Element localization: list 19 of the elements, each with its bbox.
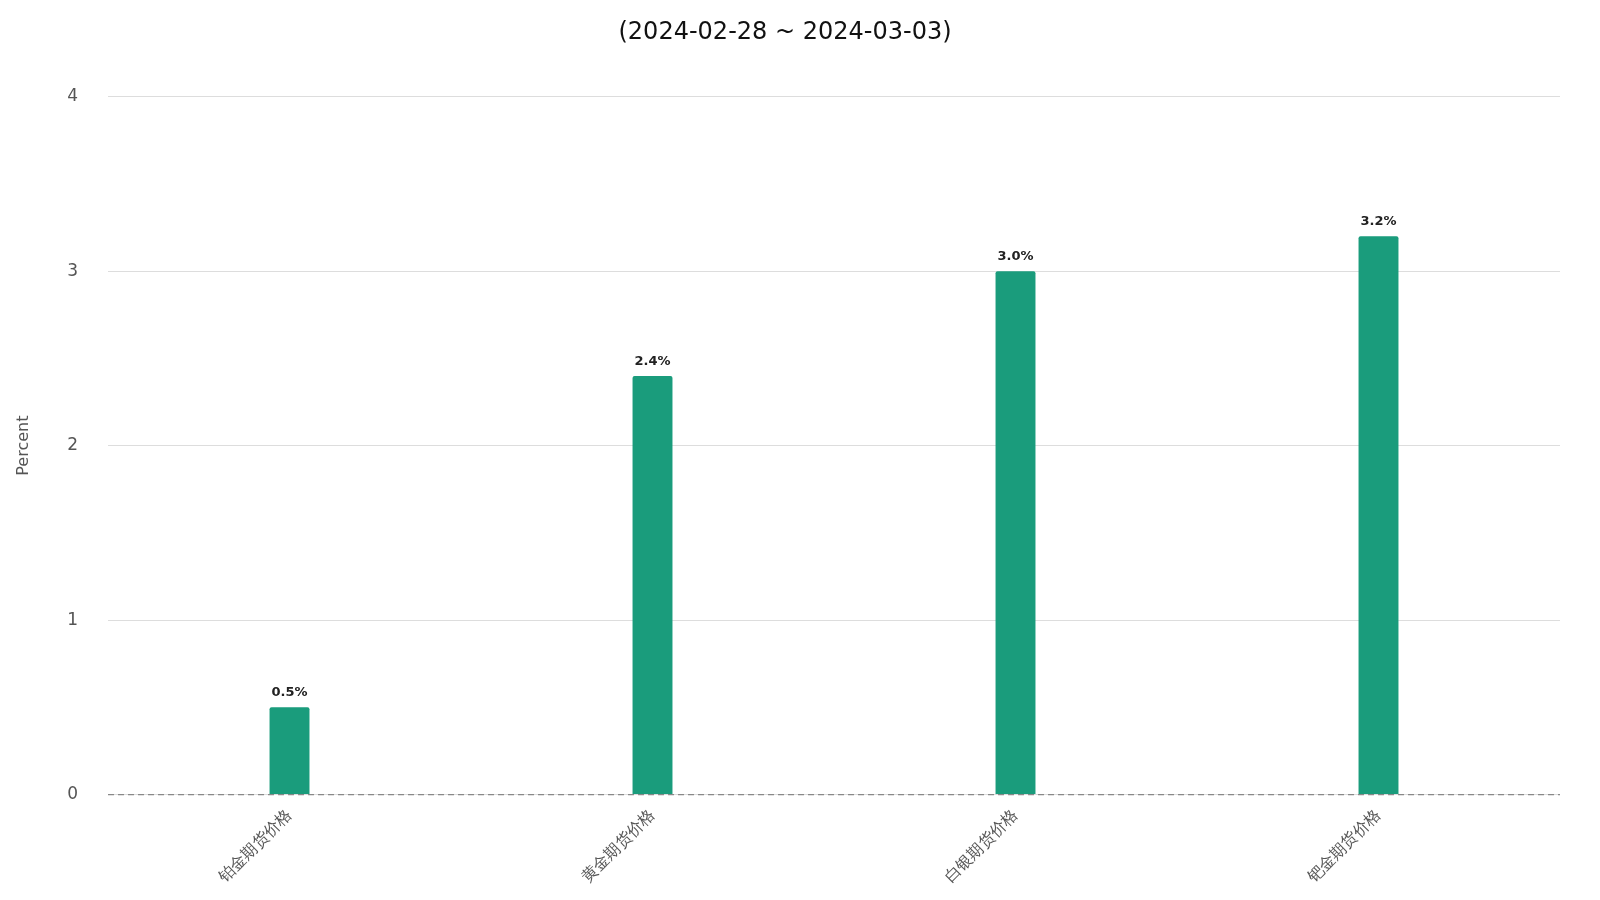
bar: [269, 707, 310, 795]
data-label: 3.2%: [1360, 213, 1397, 229]
bar: [1358, 236, 1399, 795]
y-tick-label: 3: [67, 259, 79, 280]
y-tick-label: 1: [67, 608, 79, 629]
bar: [632, 375, 673, 795]
data-label: 0.5%: [271, 684, 308, 700]
y-axis-title: Percent: [12, 415, 32, 476]
x-tick-label: 白银期货价格: [939, 804, 1022, 886]
data-label: 3.0%: [997, 248, 1034, 264]
x-tick-label: 钯金期货价格: [1302, 804, 1385, 887]
x-tick-label: 铂金期货价格: [213, 804, 296, 887]
chart-title: (2024-02-28 ~ 2024-03-03): [618, 16, 952, 45]
data-label: 2.4%: [634, 352, 671, 368]
bar: [995, 271, 1036, 795]
y-tick-label: 0: [67, 782, 79, 803]
y-tick-label: 2: [67, 434, 79, 455]
x-tick-label: 黄金期货价格: [576, 804, 659, 886]
y-tick-label: 4: [67, 85, 79, 106]
